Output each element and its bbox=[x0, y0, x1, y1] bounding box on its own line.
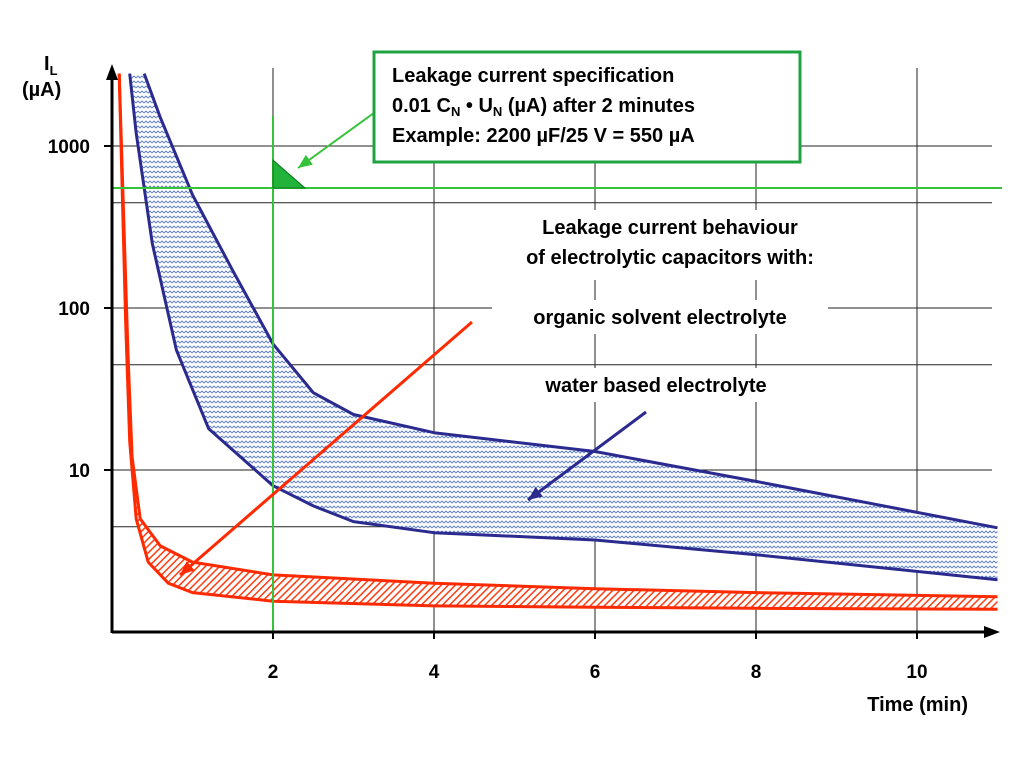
y-axis-unit: (µA) bbox=[22, 79, 61, 101]
spec-box-line-2: 0.01 CN • UN (µA) after 2 minutes bbox=[392, 95, 695, 119]
series-upper-line bbox=[142, 73, 998, 530]
y-tick-label: 10 bbox=[69, 461, 90, 482]
x-tick-label: 6 bbox=[590, 662, 601, 683]
x-tick-label: 4 bbox=[429, 662, 440, 683]
legend-organic-solvent: organic solvent electrolyte bbox=[533, 307, 786, 329]
water-arrow-shaft bbox=[527, 410, 647, 502]
x-tick-label: 2 bbox=[268, 662, 279, 683]
organic-arrow-head bbox=[180, 561, 195, 575]
spec-triangle-marker bbox=[272, 158, 307, 189]
y-tick-label: 1000 bbox=[48, 137, 90, 158]
series-band bbox=[129, 73, 998, 580]
y-tick-label: 100 bbox=[58, 299, 90, 320]
legend-water-based: water based electrolyte bbox=[544, 375, 766, 397]
behaviour-line-2: of electrolytic capacitors with: bbox=[526, 247, 814, 269]
behaviour-line-1: Leakage current behaviour bbox=[542, 217, 798, 239]
axes bbox=[106, 64, 1000, 638]
organic-arrow-shaft bbox=[179, 320, 473, 577]
spec-box-line-1: Leakage current specification bbox=[392, 65, 674, 87]
y-axis-label: IL bbox=[44, 53, 58, 78]
series-lower-line bbox=[128, 73, 998, 582]
series-bands bbox=[117, 73, 998, 611]
x-tick-label: 10 bbox=[906, 662, 927, 683]
organic-label-bg bbox=[492, 300, 828, 334]
spec-box-line-3: Example: 2200 µF/25 V = 550 µA bbox=[392, 125, 695, 147]
x-tick-label: 8 bbox=[751, 662, 762, 683]
x-axis-label: Time (min) bbox=[867, 694, 968, 716]
behaviour-label-bg bbox=[482, 210, 872, 280]
water-label-bg bbox=[505, 368, 805, 402]
water-arrow-head bbox=[528, 486, 543, 500]
spec-box-arrow-head bbox=[298, 154, 313, 168]
spec-lines bbox=[112, 116, 1002, 632]
spec-box bbox=[372, 50, 802, 164]
x-axis-arrow bbox=[984, 626, 1000, 638]
tick-labels: 2 4 6 8 10 10 100 1000 bbox=[48, 137, 928, 683]
y-axis-arrow bbox=[106, 64, 118, 80]
annotation-arrows bbox=[179, 109, 647, 577]
spec-box-arrow-shaft bbox=[297, 109, 379, 169]
series-lower-line bbox=[117, 73, 998, 611]
